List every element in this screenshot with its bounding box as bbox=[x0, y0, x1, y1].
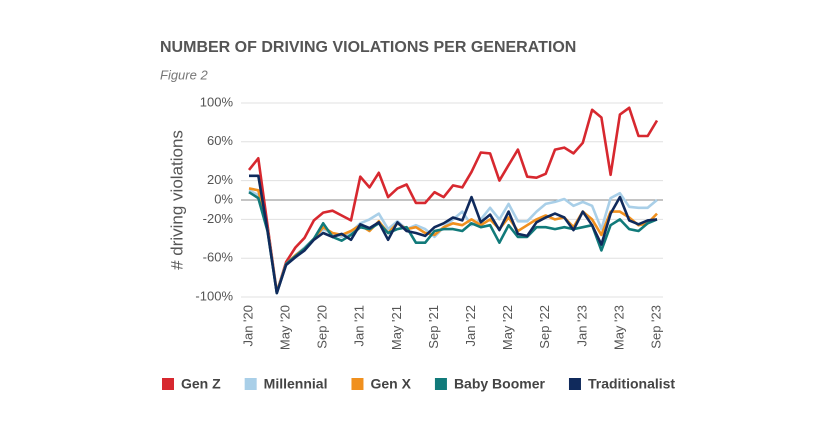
x-tick-label: Sep '20 bbox=[315, 305, 330, 349]
x-tick-label: May '21 bbox=[389, 305, 404, 350]
y-tick-label: -100% bbox=[195, 288, 233, 303]
series-line bbox=[248, 191, 658, 295]
x-tick-label: Sep '23 bbox=[648, 305, 663, 349]
x-tick-label: May '20 bbox=[278, 305, 293, 350]
legend-swatch bbox=[162, 378, 174, 390]
legend-swatch bbox=[434, 378, 447, 390]
legend-label: Millennial bbox=[264, 376, 328, 392]
y-tick-label: -20% bbox=[203, 211, 234, 226]
x-tick-label: May '22 bbox=[500, 305, 515, 350]
x-tick-label: Sep '21 bbox=[426, 305, 441, 349]
legend-label: Baby Boomer bbox=[454, 376, 546, 392]
series-line bbox=[247, 106, 659, 294]
x-tick-label: Jan '23 bbox=[574, 305, 589, 347]
y-tick-label: 0% bbox=[214, 191, 233, 206]
y-tick-label: 20% bbox=[207, 172, 233, 187]
legend-swatch bbox=[244, 378, 257, 390]
chart-title: NUMBER OF DRIVING VIOLATIONS PER GENERAT… bbox=[160, 39, 576, 56]
series-line bbox=[249, 174, 658, 295]
x-tick-label: Sep '22 bbox=[537, 305, 552, 349]
x-tick-label: Jan '21 bbox=[352, 305, 367, 347]
x-tick-label: Jan '20 bbox=[240, 305, 255, 347]
chart-subtitle: Figure 2 bbox=[160, 67, 208, 82]
y-axis-label: # driving violations bbox=[167, 130, 186, 270]
legend-swatch bbox=[351, 378, 364, 390]
x-tick-label: Jan '22 bbox=[463, 305, 478, 347]
legend-swatch bbox=[568, 378, 581, 390]
y-tick-label: 60% bbox=[207, 133, 233, 148]
y-tick-label: -60% bbox=[203, 250, 234, 265]
x-tick-label: May '23 bbox=[611, 305, 626, 350]
y-tick-label: 100% bbox=[200, 94, 234, 109]
legend-label: Traditionalist bbox=[588, 376, 675, 392]
series-line bbox=[248, 187, 658, 294]
legend-label: Gen Z bbox=[181, 376, 221, 392]
legend-label: Gen X bbox=[370, 376, 411, 392]
